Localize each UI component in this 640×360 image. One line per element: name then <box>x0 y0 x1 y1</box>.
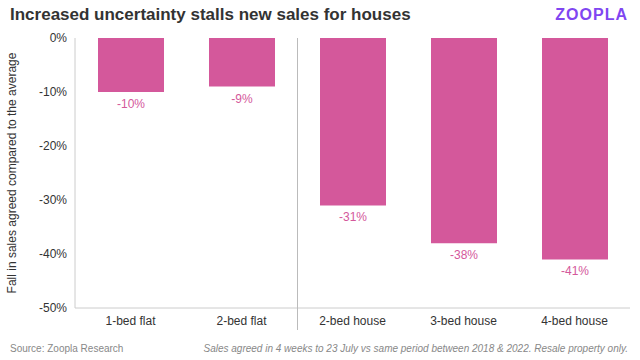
svg-text:-41%: -41% <box>561 264 589 278</box>
html-text:Sales agreed in 4 weeks to 23: Sales agreed in 4 weeks to 23 July vs sa… <box>203 343 628 354</box>
svg-text:-30%: -30% <box>39 193 67 207</box>
html-text:Increased uncertainty stalls n: Increased uncertainty stalls new sales f… <box>10 5 411 24</box>
svg-text:2-bed flat: 2-bed flat <box>216 314 267 328</box>
html-text:Source: Zoopla Research: Source: Zoopla Research <box>10 343 124 354</box>
svg-text:-40%: -40% <box>39 247 67 261</box>
svg-text:1-bed flat: 1-bed flat <box>105 314 156 328</box>
svg-text:-20%: -20% <box>39 139 67 153</box>
svg-text:-10%: -10% <box>117 97 145 111</box>
svg-text:2-bed house: 2-bed house <box>319 314 386 328</box>
svg-text:-10%: -10% <box>39 85 67 99</box>
svg-text:-9%: -9% <box>231 92 253 106</box>
svg-text:-31%: -31% <box>339 210 367 224</box>
svg-text:0%: 0% <box>50 31 68 45</box>
svg-text:Fall in sales agreed compared: Fall in sales agreed compared to the ave… <box>8 52 19 293</box>
svg-text:-50%: -50% <box>39 301 67 315</box>
svg-text:3-bed house: 3-bed house <box>430 314 497 328</box>
svg-text:4-bed house: 4-bed house <box>541 314 608 328</box>
html-text:ZOOPLA: ZOOPLA <box>555 6 628 23</box>
svg-text:-38%: -38% <box>450 248 478 262</box>
